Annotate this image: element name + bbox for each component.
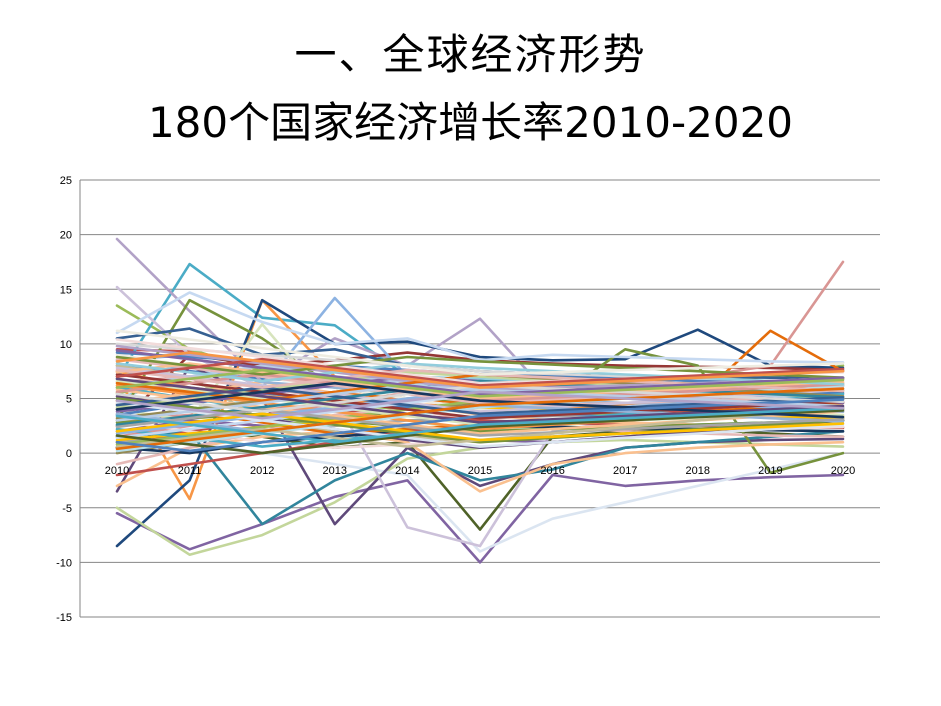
series-line [115,384,845,422]
x-tick-label: 2015 [468,465,492,477]
x-tick-label: 2014 [395,465,419,477]
series-line [115,409,845,455]
series-line [115,373,845,420]
series-line [115,412,845,442]
series-line [115,408,845,437]
y-tick-label: 25 [60,175,72,187]
series-line [115,390,845,420]
x-tick-label: 2020 [831,465,855,477]
y-tick-label: 20 [60,230,72,242]
series-line [115,351,845,389]
x-tick-labels: 2010 2011 2012 2013 2014 2015 2016 2017 2018 2019… [105,465,855,477]
y-tick-label: -15 [56,612,72,624]
series-line [115,355,845,380]
x-tick-label: 2011 [178,465,202,477]
x-tick-label: 2019 [758,465,782,477]
x-tick-label: 2016 [540,465,564,477]
x-tick-label: 2010 [105,465,129,477]
x-tick-label: 2017 [613,465,637,477]
y-tick-label: -5 [62,503,72,515]
series-line [115,362,845,400]
series-group [115,237,845,564]
series-line [115,368,845,398]
series-line [115,357,845,387]
x-tick-label: 2012 [250,465,274,477]
series-line [115,387,845,451]
slide-title-line-1: 一、全球经济形势 [294,30,647,79]
y-tick-label: -10 [56,557,72,569]
series-line [115,381,845,419]
y-tick-label: 0 [66,448,72,460]
series-line [115,429,845,493]
series-line [115,349,845,396]
series-line [115,379,845,427]
series-line [115,406,845,444]
x-tick-label: 2013 [323,465,347,477]
series-line [115,398,845,453]
x-tick-label: 2018 [686,465,710,477]
series-line [115,329,845,376]
slide-title-line-2: 180个国家经济增长率2010-2020 [147,98,794,147]
y-tick-label: 5 [66,394,72,406]
series-line [115,429,845,526]
series-line [115,362,845,386]
y-tick-label: 15 [60,284,72,296]
y-tick-label: 10 [60,339,72,351]
series-line [115,473,845,564]
